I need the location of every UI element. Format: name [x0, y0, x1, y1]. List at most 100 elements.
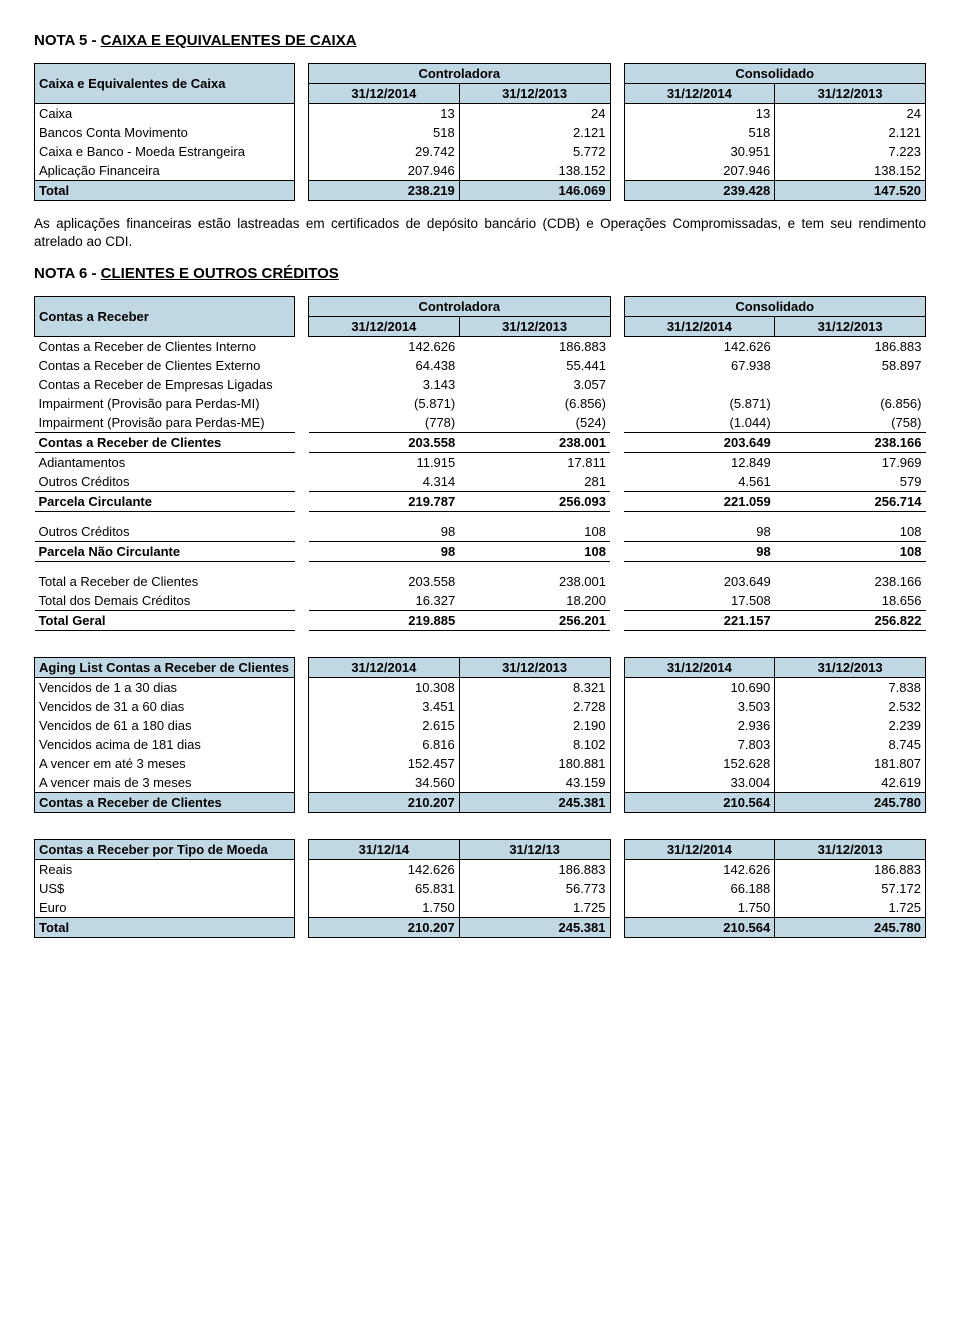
- table-cell: 518: [309, 123, 460, 142]
- table-cell: 142.626: [624, 860, 775, 880]
- nota5-total-3: 147.520: [775, 181, 926, 201]
- nota5-title-text: CAIXA E EQUIVALENTES DE CAIXA: [101, 32, 357, 49]
- table-cell: (5.871): [309, 394, 460, 413]
- nota5-body: Caixa13241324Bancos Conta Movimento5182.…: [35, 104, 926, 181]
- tipo-col-3: 31/12/2013: [775, 840, 926, 860]
- table-cell: 1.750: [624, 898, 775, 918]
- table-row-label: Impairment (Provisão para Perdas-MI): [35, 394, 295, 413]
- table-cell: (524): [459, 413, 610, 433]
- table-row-label: Vencidos de 31 a 60 dias: [35, 697, 295, 716]
- table-cell: 8.102: [459, 735, 610, 754]
- nota6-bold4-label: Total Geral: [35, 611, 295, 631]
- table-cell: 4.314: [309, 472, 460, 492]
- nota5-total-label: Total: [35, 181, 295, 201]
- aging-col-3: 31/12/2013: [775, 658, 926, 678]
- table-cell: 108: [459, 522, 610, 542]
- table-cell: 18.200: [459, 591, 610, 611]
- table-cell: 3.057: [459, 375, 610, 394]
- nota6-bold3-1: 108: [459, 542, 610, 562]
- table-cell: 24: [459, 104, 610, 124]
- table-cell: 518: [624, 123, 775, 142]
- tipo-col-2: 31/12/2014: [624, 840, 775, 860]
- table-cell: 2.936: [624, 716, 775, 735]
- table-cell: 29.742: [309, 142, 460, 161]
- tipo-total-0: 210.207: [309, 918, 460, 938]
- aging-total-label: Contas a Receber de Clientes: [35, 793, 295, 813]
- table-cell: 55.441: [459, 356, 610, 375]
- table-cell: 579: [775, 472, 926, 492]
- aging-col-0: 31/12/2014: [309, 658, 460, 678]
- nota5-table: Caixa e Equivalentes de Caixa Controlado…: [34, 63, 926, 201]
- table-row-label: Contas a Receber de Clientes Interno: [35, 337, 295, 357]
- table-cell: 7.838: [775, 678, 926, 698]
- nota5-total-1: 146.069: [459, 181, 610, 201]
- table-cell: 67.938: [624, 356, 775, 375]
- table-cell: 18.656: [775, 591, 926, 611]
- table-cell: (778): [309, 413, 460, 433]
- table-cell: 142.626: [309, 860, 460, 880]
- nota5-total-2: 239.428: [624, 181, 775, 201]
- table-cell: 180.881: [459, 754, 610, 773]
- table-row-label: Total a Receber de Clientes: [35, 572, 295, 591]
- table-cell: 24: [775, 104, 926, 124]
- nota5-group-b: Consolidado: [624, 64, 926, 84]
- table-row-label: Caixa: [35, 104, 295, 124]
- table-cell: 42.619: [775, 773, 926, 793]
- table-cell: 1.725: [775, 898, 926, 918]
- nota6-bold1-label: Contas a Receber de Clientes: [35, 433, 295, 453]
- table-cell: 203.558: [309, 572, 460, 591]
- table-row-label: Contas a Receber de Clientes Externo: [35, 356, 295, 375]
- table-cell: 7.223: [775, 142, 926, 161]
- table-cell: 186.883: [775, 860, 926, 880]
- aging-total-2: 210.564: [624, 793, 775, 813]
- table-cell: 152.457: [309, 754, 460, 773]
- table-cell: 238.001: [459, 572, 610, 591]
- table-cell: 11.915: [309, 453, 460, 473]
- table-row-label: Euro: [35, 898, 295, 918]
- table-cell: 57.172: [775, 879, 926, 898]
- nota6-bold1-1: 238.001: [459, 433, 610, 453]
- nota6-bold3-0: 98: [309, 542, 460, 562]
- table-cell: 2.121: [459, 123, 610, 142]
- nota6-bold4-1: 256.201: [459, 611, 610, 631]
- table-cell: 2.239: [775, 716, 926, 735]
- nota6-title-prefix: NOTA 6 -: [34, 265, 101, 282]
- nota5-paragraph: As aplicações financeiras estão lastread…: [34, 215, 926, 251]
- nota6-bold1-2: 203.649: [624, 433, 775, 453]
- nota5-col-2: 31/12/2014: [624, 84, 775, 104]
- table-cell: 281: [459, 472, 610, 492]
- table-cell: 142.626: [309, 337, 460, 357]
- nota6-group-a: Controladora: [309, 297, 611, 317]
- nota6-col-3: 31/12/2013: [775, 317, 926, 337]
- table-row-label: Vencidos acima de 181 dias: [35, 735, 295, 754]
- nota5-total-0: 238.219: [309, 181, 460, 201]
- table-row-label: Total dos Demais Créditos: [35, 591, 295, 611]
- table-row-label: Outros Créditos: [35, 522, 295, 542]
- table-cell: 142.626: [624, 337, 775, 357]
- table-row-label: Vencidos de 61 a 180 dias: [35, 716, 295, 735]
- table-cell: 4.561: [624, 472, 775, 492]
- table-cell: 3.143: [309, 375, 460, 394]
- table-cell: 33.004: [624, 773, 775, 793]
- nota6-bold2-3: 256.714: [775, 492, 926, 512]
- table-cell: 2.121: [775, 123, 926, 142]
- nota6-bold3-2: 98: [624, 542, 775, 562]
- table-row-label: US$: [35, 879, 295, 898]
- table-cell: 98: [624, 522, 775, 542]
- table-cell: 8.321: [459, 678, 610, 698]
- tipo-total-label: Total: [35, 918, 295, 938]
- table-cell: 238.166: [775, 572, 926, 591]
- table-cell: 138.152: [775, 161, 926, 181]
- nota6-col-0: 31/12/2014: [309, 317, 460, 337]
- table-cell: [624, 375, 775, 394]
- table-cell: 65.831: [309, 879, 460, 898]
- table-cell: 108: [775, 522, 926, 542]
- aging-total-1: 245.381: [459, 793, 610, 813]
- nota6-bold4-0: 219.885: [309, 611, 460, 631]
- table-row-label: A vencer mais de 3 meses: [35, 773, 295, 793]
- table-cell: 3.503: [624, 697, 775, 716]
- nota6-bold2-1: 256.093: [459, 492, 610, 512]
- nota5-title: NOTA 5 - CAIXA E EQUIVALENTES DE CAIXA: [34, 32, 926, 49]
- table-cell: 207.946: [624, 161, 775, 181]
- table-cell: 13: [624, 104, 775, 124]
